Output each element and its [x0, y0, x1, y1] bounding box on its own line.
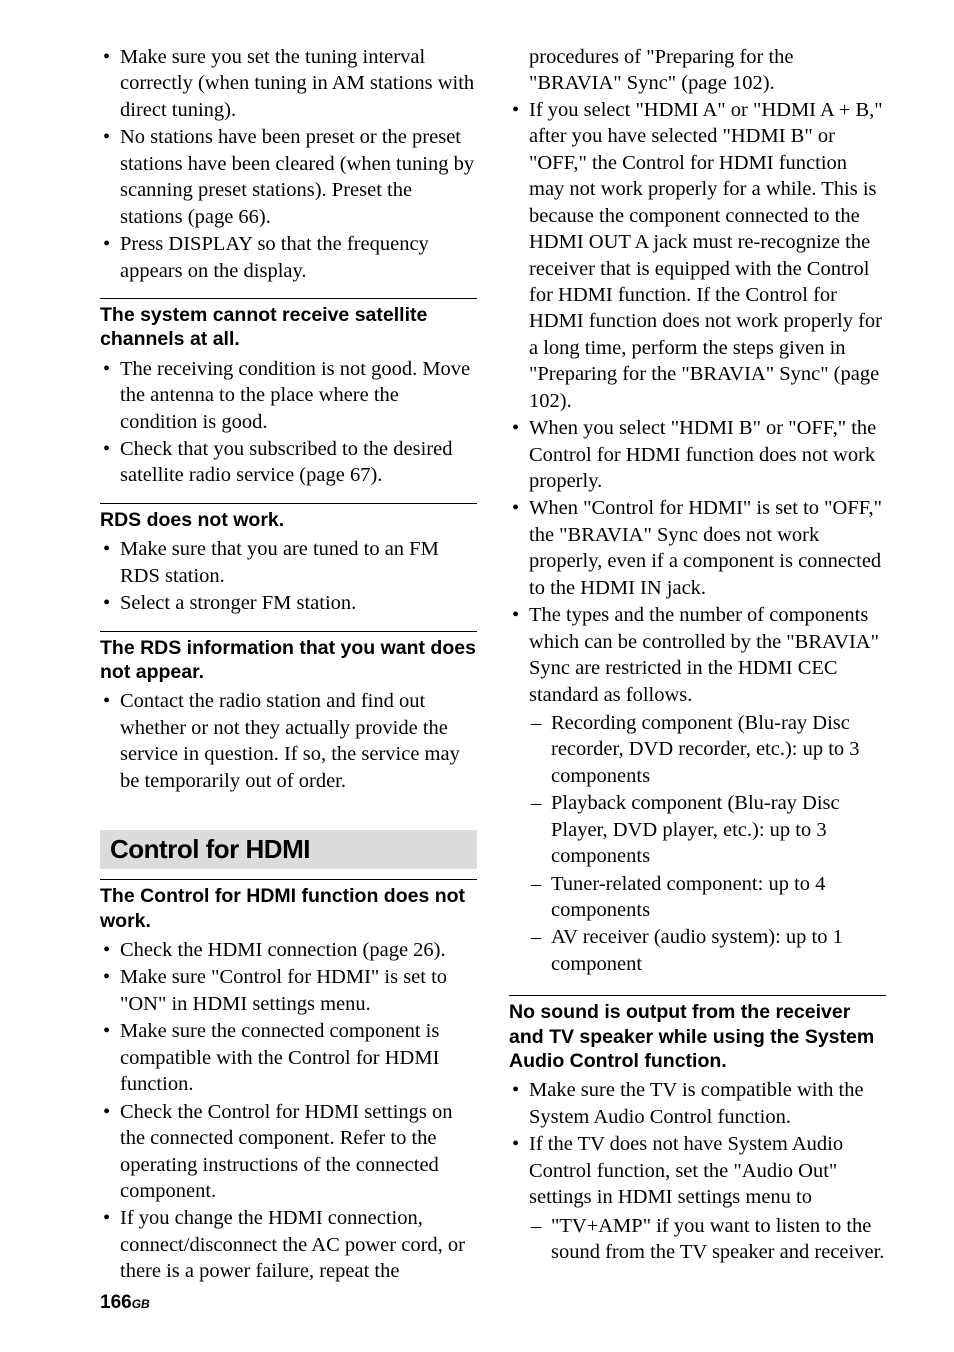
issue-bullets: Make sure the TV is compatible with the … — [509, 1077, 886, 1265]
list-item: Select a stronger FM station. — [120, 590, 477, 616]
issue-bullets: The receiving condition is not good. Mov… — [100, 356, 477, 489]
issue-title: The RDS information that you want does n… — [100, 631, 477, 685]
list-item: When you select "HDMI B" or "OFF," the C… — [529, 415, 886, 494]
list-item: Check the HDMI connection (page 26). — [120, 937, 477, 963]
issue-title: RDS does not work. — [100, 503, 477, 532]
list-item: When "Control for HDMI" is set to "OFF,"… — [529, 495, 886, 601]
page-suffix: GB — [132, 1297, 150, 1311]
issue-no-sound: No sound is output from the receiver and… — [509, 995, 886, 1265]
list-item: If the TV does not have System Audio Con… — [529, 1131, 886, 1265]
issue-title: The system cannot receive satellite chan… — [100, 298, 477, 352]
continuation-text: procedures of "Preparing for the "BRAVIA… — [509, 44, 886, 97]
list-item: Make sure you set the tuning interval co… — [120, 44, 477, 123]
list-item: "TV+AMP" if you want to listen to the so… — [551, 1213, 886, 1266]
list-item: Check the Control for HDMI settings on t… — [120, 1099, 477, 1205]
list-item: If you select "HDMI A" or "HDMI A + B," … — [529, 97, 886, 414]
tuning-bullets: Make sure you set the tuning interval co… — [100, 44, 477, 284]
issue-title: No sound is output from the receiver and… — [509, 995, 886, 1073]
issue-bullets: Contact the radio station and find out w… — [100, 688, 477, 794]
list-item: Make sure the connected component is com… — [120, 1018, 477, 1097]
list-item: Check that you subscribed to the desired… — [120, 436, 477, 489]
issue-control-hdmi: The Control for HDMI function does not w… — [100, 879, 477, 1284]
list-item: Make sure the TV is compatible with the … — [529, 1077, 886, 1130]
list-item: Contact the radio station and find out w… — [120, 688, 477, 794]
list-item: Playback component (Blu-ray Disc Player,… — [551, 790, 886, 869]
list-item: Tuner-related component: up to 4 compone… — [551, 871, 886, 924]
issue-bullets: Make sure that you are tuned to an FM RD… — [100, 536, 477, 616]
issue-rds-info: The RDS information that you want does n… — [100, 631, 477, 795]
issue-rds: RDS does not work. Make sure that you ar… — [100, 503, 477, 617]
page-number: 166GB — [100, 1292, 150, 1314]
list-item: The types and the number of components w… — [529, 602, 886, 977]
list-item: If you change the HDMI connection, conne… — [120, 1205, 477, 1284]
list-item: AV receiver (audio system): up to 1 comp… — [551, 924, 886, 977]
page-num-value: 166 — [100, 1292, 132, 1313]
types-sublist: Recording component (Blu-ray Disc record… — [529, 710, 886, 977]
section-control-hdmi: Control for HDMI — [100, 830, 477, 869]
list-item: No stations have been preset or the pres… — [120, 124, 477, 230]
types-text: The types and the number of components w… — [529, 604, 879, 705]
list-item: Press DISPLAY so that the frequency appe… — [120, 231, 477, 284]
list-item: The receiving condition is not good. Mov… — [120, 356, 477, 435]
list-item: Make sure "Control for HDMI" is set to "… — [120, 964, 477, 1017]
issue-bullets: Check the HDMI connection (page 26). Mak… — [100, 937, 477, 1285]
issue-title: The Control for HDMI function does not w… — [100, 879, 477, 933]
audio-out-sublist: "TV+AMP" if you want to listen to the so… — [529, 1213, 886, 1266]
continuation-bullets: If you select "HDMI A" or "HDMI A + B," … — [509, 97, 886, 977]
issue-satellite: The system cannot receive satellite chan… — [100, 298, 477, 489]
list-item: Recording component (Blu-ray Disc record… — [551, 710, 886, 789]
audio-out-text: If the TV does not have System Audio Con… — [529, 1133, 843, 1208]
list-item: Make sure that you are tuned to an FM RD… — [120, 536, 477, 589]
